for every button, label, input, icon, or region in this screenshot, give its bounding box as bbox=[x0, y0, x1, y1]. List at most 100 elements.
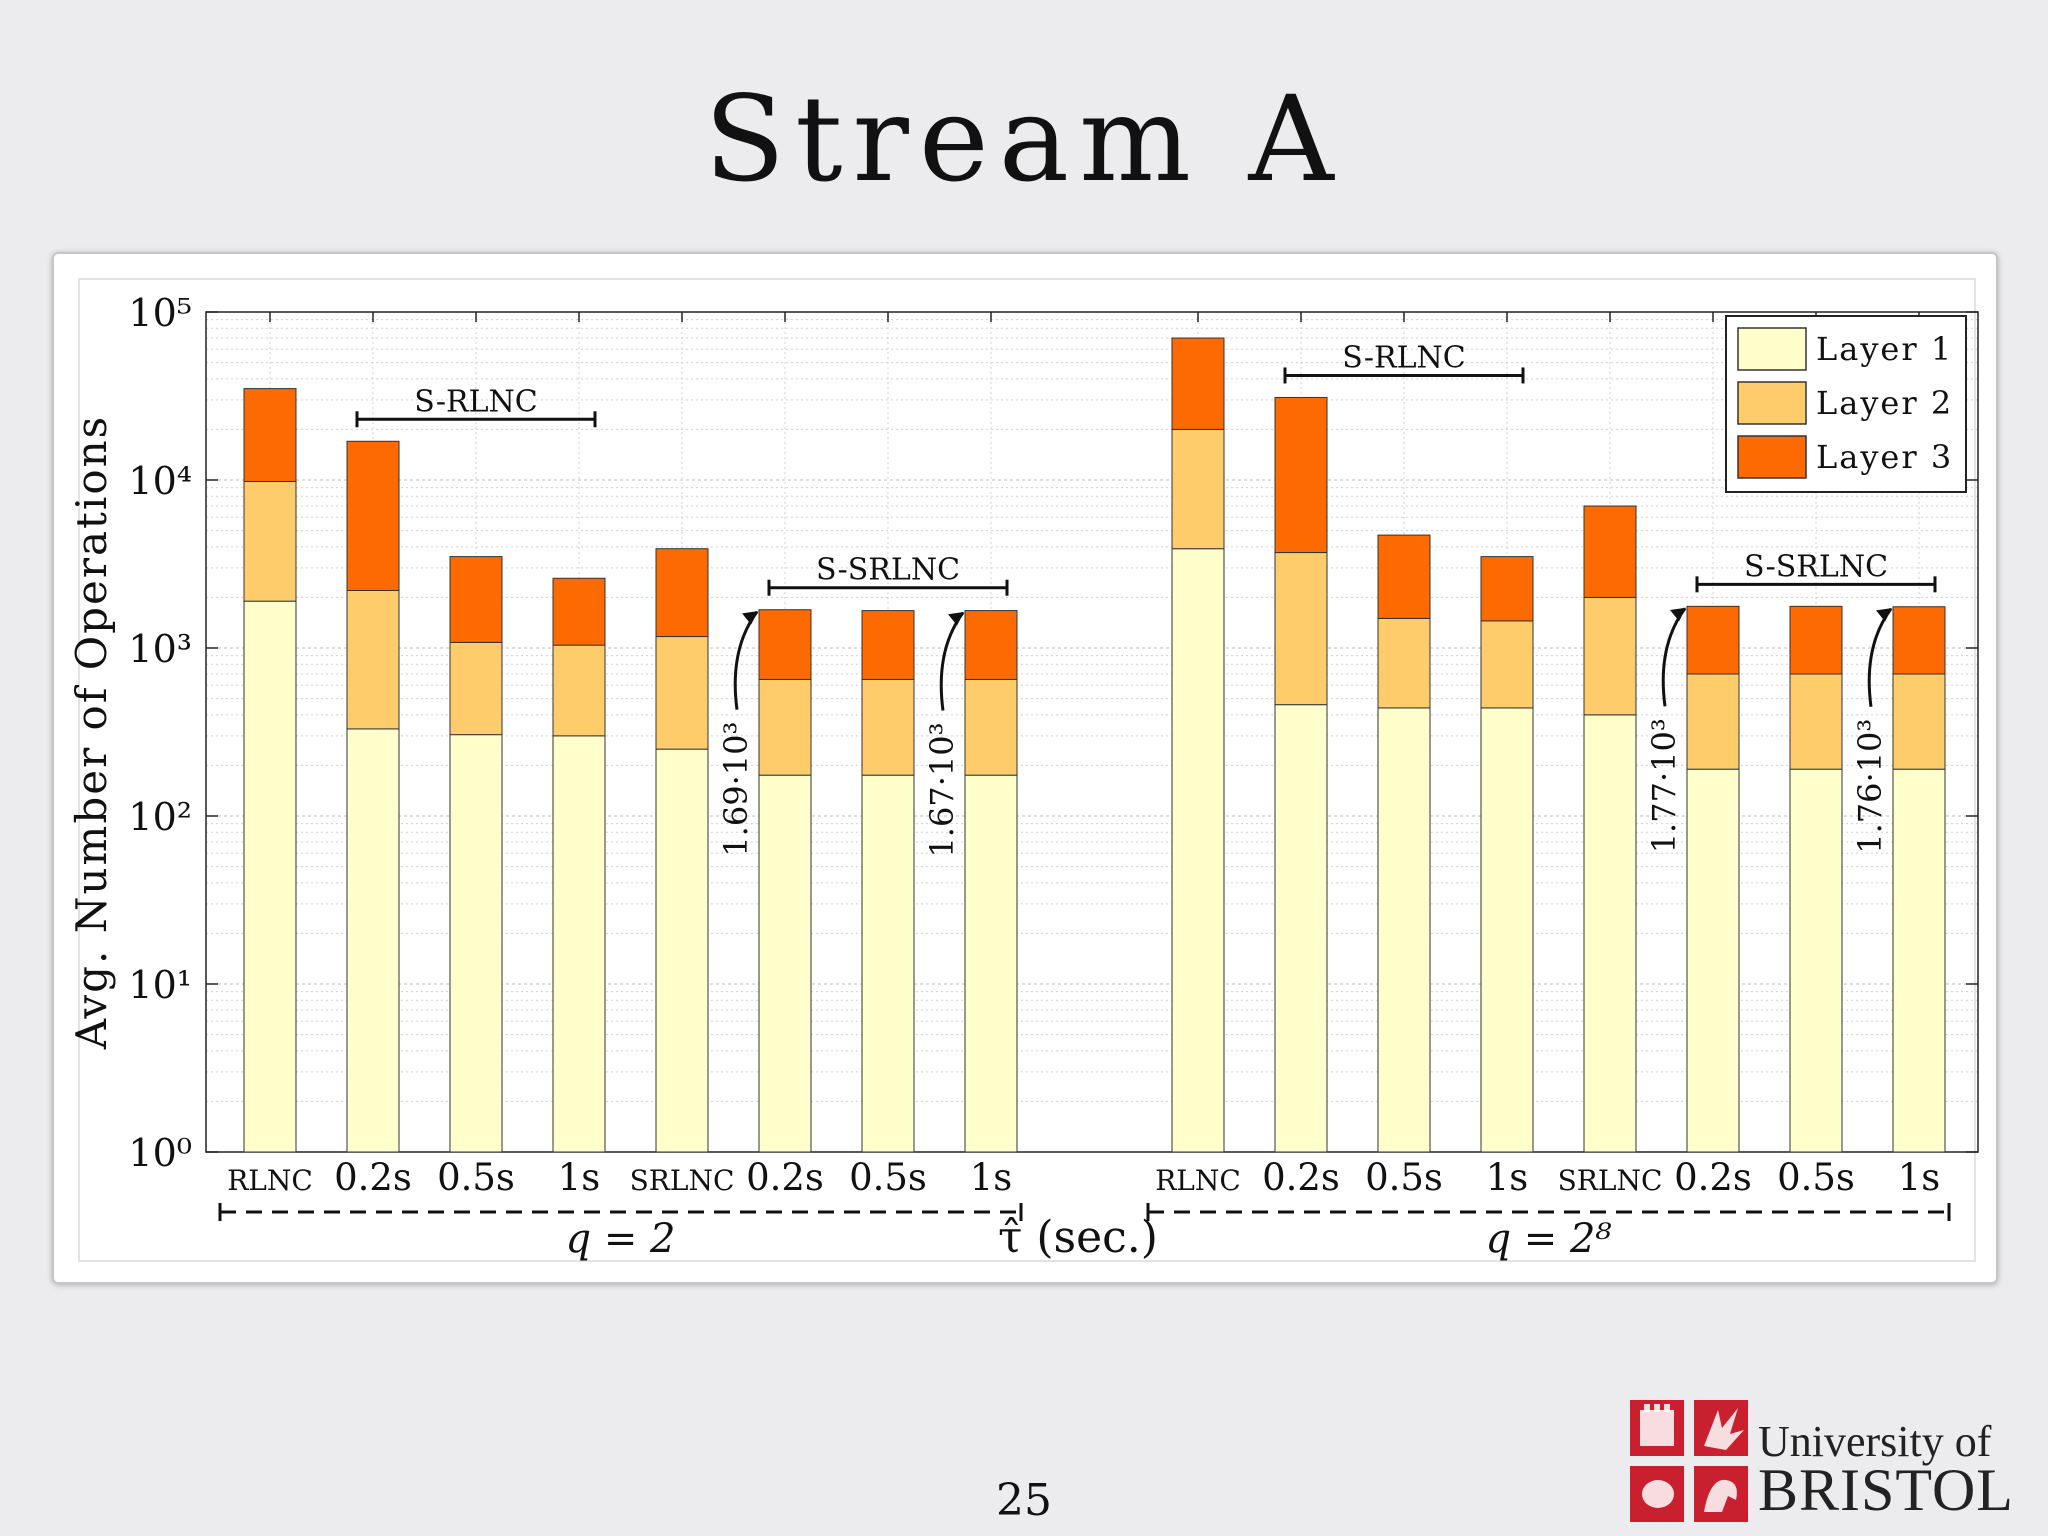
bar-segment-layer-3 bbox=[655, 548, 709, 638]
bar-segment-layer-2 bbox=[655, 636, 709, 750]
bar-segment-layer-1 bbox=[861, 774, 915, 1153]
bar-segment-layer-1 bbox=[449, 734, 503, 1153]
bar-segment-layer-1 bbox=[1789, 768, 1843, 1153]
annotation-value: 1.67·10³ bbox=[923, 723, 961, 858]
bar-segment-layer-2 bbox=[1583, 596, 1637, 716]
y-axis-label: Avg. Number of Operations bbox=[67, 415, 116, 1050]
y-tick-label: 10⁵ bbox=[128, 291, 192, 335]
bar-segment-layer-1 bbox=[758, 774, 812, 1153]
annotation-arrow bbox=[733, 610, 759, 710]
x-tick-label: 0.2s bbox=[1674, 1156, 1752, 1199]
bracket-label: S-SRLNC bbox=[816, 553, 960, 588]
legend-swatch bbox=[1737, 327, 1807, 371]
bar-segment-layer-3 bbox=[1686, 605, 1740, 675]
annotation-arrow bbox=[1867, 607, 1893, 707]
bar-segment-layer-2 bbox=[1171, 428, 1225, 550]
x-tick-label: 1s bbox=[970, 1156, 1013, 1199]
bar-segment-layer-2 bbox=[552, 644, 606, 737]
bar-segment-layer-3 bbox=[1171, 337, 1225, 430]
bar-segment-layer-2 bbox=[861, 678, 915, 776]
bar-segment-layer-2 bbox=[758, 678, 812, 776]
bar-segment-layer-1 bbox=[655, 748, 709, 1153]
x-tick-label: RLNC bbox=[1155, 1164, 1241, 1197]
chart-frame: 10⁰ 10¹ 10² 10³ 10⁴ 10⁵ Avg. Number of Operati… bbox=[52, 252, 1998, 1284]
bar-segment-layer-1 bbox=[243, 600, 297, 1153]
bar-segment-layer-2 bbox=[449, 641, 503, 736]
x-axis-label: τ̂ (sec.) bbox=[998, 1212, 1158, 1263]
y-tick-label: 10⁴ bbox=[128, 459, 192, 503]
x-tick-label: 0.5s bbox=[437, 1156, 515, 1199]
annotation-arrowhead bbox=[1670, 607, 1686, 622]
bar-segment-layer-1 bbox=[1583, 714, 1637, 1153]
logo-text-bristol: BRISTOL bbox=[1758, 1457, 2014, 1523]
x-tick-label: SRLNC bbox=[1558, 1164, 1663, 1197]
y-tick-label: 10¹ bbox=[128, 963, 192, 1007]
x-tick-label: 0.2s bbox=[334, 1156, 412, 1199]
bar-segment-layer-2 bbox=[1377, 617, 1431, 709]
chart-inner-border bbox=[78, 278, 1976, 1262]
bar-segment-layer-1 bbox=[1892, 768, 1946, 1153]
bar-segment-layer-2 bbox=[1274, 552, 1328, 706]
bar-segment-layer-3 bbox=[1892, 606, 1946, 675]
legend-label: Layer 1 bbox=[1816, 330, 1953, 368]
bracket-label: S-RLNC bbox=[414, 384, 538, 419]
group-label: q = 2 bbox=[566, 1216, 676, 1262]
y-tick-label: 10² bbox=[128, 795, 192, 839]
x-tick-label: RLNC bbox=[227, 1164, 313, 1197]
x-tick-label: 1s bbox=[1486, 1156, 1529, 1199]
logo-text-university: University of bbox=[1758, 1417, 1992, 1466]
x-tick-label: 0.5s bbox=[1365, 1156, 1443, 1199]
bar-segment-layer-1 bbox=[1480, 707, 1534, 1153]
bar-segment-layer-1 bbox=[964, 774, 1018, 1153]
x-tick-label: 0.5s bbox=[1777, 1156, 1855, 1199]
bar-segment-layer-3 bbox=[758, 609, 812, 680]
x-tick-label: SRLNC bbox=[630, 1164, 735, 1197]
bar-segment-layer-1 bbox=[346, 728, 400, 1153]
annotation-value: 1.77·10³ bbox=[1645, 718, 1683, 853]
legend-swatch bbox=[1737, 435, 1807, 479]
bar-segment-layer-3 bbox=[243, 388, 297, 482]
bar-segment-layer-1 bbox=[1274, 704, 1328, 1153]
bar-segment-layer-3 bbox=[964, 610, 1018, 680]
bar-segment-layer-2 bbox=[346, 589, 400, 730]
bristol-crest-icon bbox=[1630, 1400, 1748, 1522]
bar-segment-layer-2 bbox=[1480, 620, 1534, 709]
x-tick-label: 0.2s bbox=[746, 1156, 824, 1199]
bracket-label: S-RLNC bbox=[1342, 340, 1466, 375]
slide-title: Stream A bbox=[704, 70, 1344, 208]
legend-label: Layer 3 bbox=[1816, 438, 1953, 476]
x-tick-label: 1s bbox=[1898, 1156, 1941, 1199]
stacked-bar-chart: 10⁰ 10¹ 10² 10³ 10⁴ 10⁵ Avg. Number of Operati… bbox=[67, 291, 1979, 1263]
bar-segment-layer-1 bbox=[552, 735, 606, 1153]
y-tick-label: 10⁰ bbox=[128, 1131, 192, 1175]
bar-segment-layer-3 bbox=[346, 440, 400, 591]
annotation-value: 1.76·10³ bbox=[1851, 719, 1889, 854]
bar-segment-layer-2 bbox=[964, 678, 1018, 776]
annotation-arrowhead bbox=[948, 611, 964, 626]
bracket-label: S-SRLNC bbox=[1744, 549, 1888, 584]
y-tick-label: 10³ bbox=[128, 627, 192, 671]
bar-segment-layer-3 bbox=[861, 610, 915, 680]
annotation-value: 1.69·10³ bbox=[717, 722, 755, 857]
x-tick-label: 0.5s bbox=[849, 1156, 927, 1199]
bar-segment-layer-1 bbox=[1686, 768, 1740, 1153]
bar-segment-layer-3 bbox=[1377, 534, 1431, 619]
plot-area-border bbox=[205, 311, 1979, 1153]
bar-segment-layer-3 bbox=[1789, 605, 1843, 675]
legend-swatch bbox=[1737, 381, 1807, 425]
group-label: q = 2⁸ bbox=[1485, 1216, 1611, 1262]
bar-segment-layer-1 bbox=[1377, 707, 1431, 1153]
annotation-arrowhead bbox=[742, 611, 758, 625]
university-logo: University of BRISTOL bbox=[1630, 1400, 2040, 1523]
x-tick-label: 1s bbox=[558, 1156, 601, 1199]
legend-label: Layer 2 bbox=[1816, 384, 1953, 422]
bar-segment-layer-3 bbox=[449, 556, 503, 643]
bar-segment-layer-3 bbox=[1583, 505, 1637, 598]
annotation-arrow bbox=[1661, 607, 1687, 707]
bar-segment-layer-2 bbox=[1892, 673, 1946, 770]
bar-segment-layer-3 bbox=[552, 577, 606, 646]
bar-segment-layer-1 bbox=[1171, 548, 1225, 1153]
annotation-arrowhead bbox=[1876, 608, 1892, 622]
bar-segment-layer-2 bbox=[1686, 673, 1740, 770]
bar-segment-layer-3 bbox=[1274, 396, 1328, 554]
